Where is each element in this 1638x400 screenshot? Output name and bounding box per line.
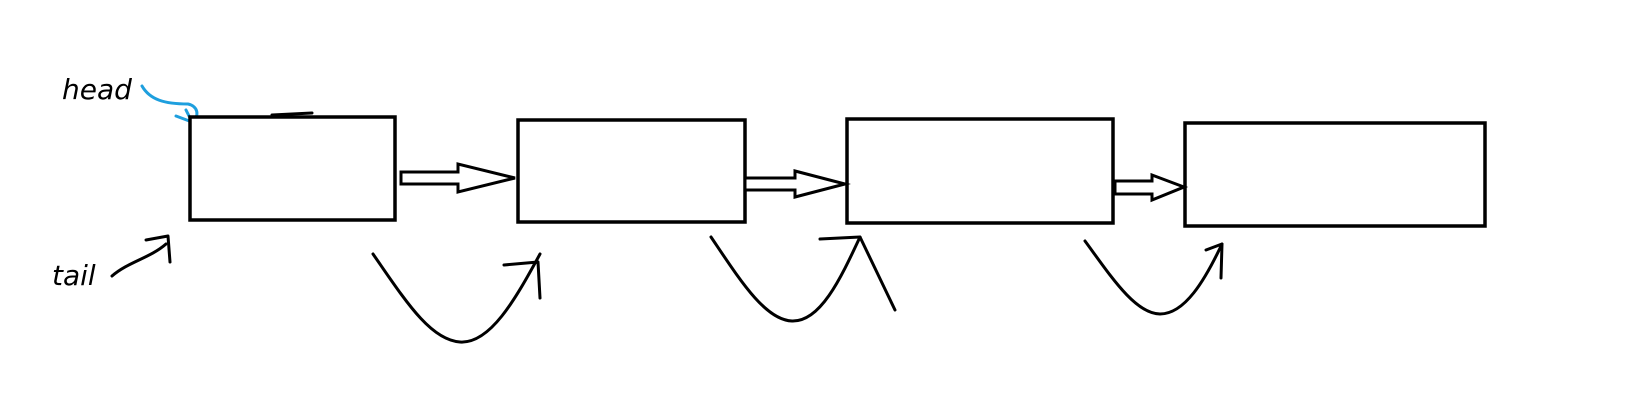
next-pointer-arrow bbox=[399, 162, 516, 194]
list-node bbox=[1183, 121, 1487, 228]
node-1-top-mark bbox=[270, 111, 314, 117]
prev-pointer-arrow bbox=[1083, 239, 1224, 316]
list-node bbox=[516, 118, 747, 224]
head-label: head bbox=[62, 73, 132, 106]
list-node bbox=[845, 117, 1115, 225]
tail-pointer-arrow bbox=[110, 242, 168, 278]
prev-pointer-arrow bbox=[371, 252, 542, 344]
next-pointer-arrow bbox=[743, 169, 851, 199]
tail-label: tail bbox=[52, 259, 96, 292]
next-pointer-arrow bbox=[1113, 172, 1189, 203]
tail-pointer-arrowhead bbox=[144, 234, 172, 264]
list-node bbox=[188, 115, 397, 222]
prev-pointer-arrow bbox=[709, 235, 897, 323]
